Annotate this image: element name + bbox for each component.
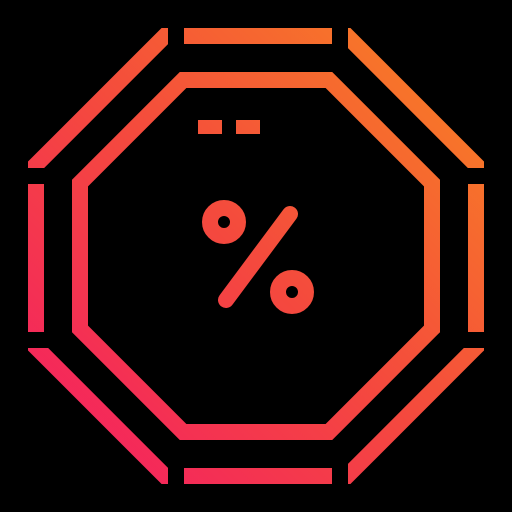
discount-icon-svg: [0, 0, 512, 512]
discount-octagon-icon: [0, 0, 512, 512]
